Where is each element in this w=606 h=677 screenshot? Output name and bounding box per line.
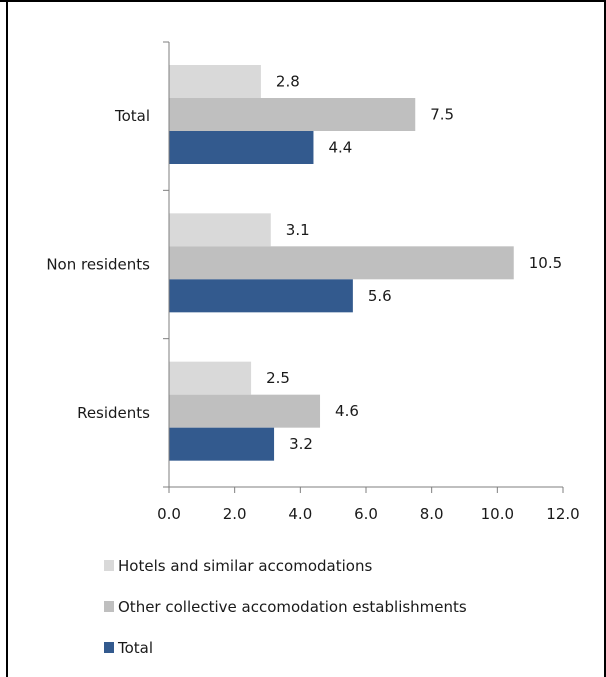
- bar-total-series-1: [169, 65, 261, 98]
- labels: 2.8 7.5 4.4 Total 3.1 10.5 5.6 Non residents 2.5…: [46, 73, 579, 524]
- legend-label: Total: [117, 639, 153, 657]
- frame-right-border: [604, 0, 606, 677]
- data-label: 4.6: [335, 402, 359, 420]
- legend-swatch: [104, 642, 114, 653]
- bar-residents-series-1: [169, 361, 252, 395]
- x-tick-label: 8.0: [420, 505, 444, 523]
- bar-residents-series-2: [169, 394, 321, 428]
- bar-total-series-3: [169, 131, 314, 164]
- frame-left-border: [6, 0, 8, 677]
- legend-swatch: [104, 560, 114, 571]
- category-label: Total: [114, 107, 150, 125]
- legend-swatch: [104, 601, 114, 612]
- category-label: Non residents: [46, 256, 150, 274]
- bar-group: [169, 65, 514, 461]
- data-label: 2.8: [276, 73, 300, 91]
- category-label: Residents: [77, 404, 150, 422]
- bar-non-residents-series-1: [169, 213, 271, 247]
- bar-residents-series-3: [169, 427, 275, 461]
- x-tick-label: 10.0: [481, 505, 514, 523]
- x-tick-label: 0.0: [157, 505, 181, 523]
- frame-top-border: [0, 0, 606, 2]
- data-label: 5.6: [368, 287, 392, 305]
- data-label: 7.5: [430, 106, 454, 124]
- bar-non-residents-series-2: [169, 246, 514, 280]
- data-label: 10.5: [529, 254, 562, 272]
- legend-label: Hotels and similar accomodations: [118, 557, 372, 575]
- legend-label: Other collective accomodation establishm…: [118, 598, 467, 616]
- data-label: 4.4: [328, 139, 352, 157]
- data-label: 2.5: [266, 369, 290, 387]
- x-tick-label: 4.0: [288, 505, 312, 523]
- legend: Hotels and similar accomodations Other co…: [104, 557, 467, 657]
- axes: [163, 41, 564, 493]
- x-tick-label: 6.0: [354, 505, 378, 523]
- bar-total-series-2: [169, 98, 416, 131]
- data-label: 3.2: [289, 435, 313, 453]
- x-tick-label: 2.0: [223, 505, 247, 523]
- x-tick-label: 12.0: [546, 505, 579, 523]
- data-label: 3.1: [286, 221, 310, 239]
- bar-non-residents-series-3: [169, 279, 353, 313]
